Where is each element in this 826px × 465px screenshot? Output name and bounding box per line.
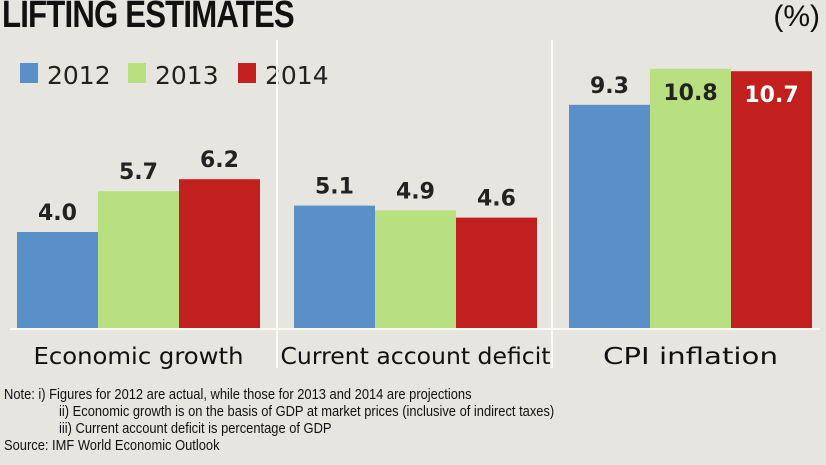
bar-2013-0 (98, 191, 179, 328)
bar-2014-1 (456, 217, 537, 328)
bar-2013-2 (650, 68, 731, 329)
note-2: ii) Economic growth is on the basis of G… (59, 403, 555, 420)
bar-chart: 2012 2013 2014 4.0 5.7 6.2 Economic growth 5.1 4… (10, 40, 820, 370)
value-label: 4.0 (38, 201, 77, 226)
bar-2014-2 (731, 71, 812, 328)
bar-2013-1 (375, 210, 456, 328)
legend-swatch-2014 (238, 63, 256, 83)
bar-2012-1 (294, 205, 375, 328)
bar-2012-2 (569, 104, 650, 328)
value-label: 4.9 (396, 179, 435, 204)
legend-swatch-2013 (128, 63, 146, 83)
category-label: Economic growth (34, 344, 244, 370)
bar-2012-0 (17, 232, 98, 328)
legend-swatch-2012 (20, 63, 38, 83)
value-label: 5.7 (119, 160, 158, 185)
value-label: 4.6 (477, 187, 516, 212)
category-label: Current account deficit (281, 344, 551, 370)
note-3: iii) Current account deficit is percenta… (59, 420, 332, 437)
category-label: CPI inflation (603, 344, 778, 370)
notes: Note: i) Figures for 2012 are actual, wh… (4, 386, 554, 454)
note-1: Note: i) Figures for 2012 are actual, wh… (4, 386, 472, 403)
bar-2014-0 (179, 179, 260, 328)
legend-label-2013: 2013 (155, 61, 219, 90)
legend-label-2014: 2014 (265, 61, 329, 90)
source: Source: IMF World Economic Outlook (4, 437, 220, 454)
unit-label: (%) (773, 0, 820, 33)
chart-title: LIFTING ESTIMATES (2, 0, 295, 36)
value-label: 10.8 (663, 81, 717, 106)
value-label: 5.1 (315, 175, 354, 200)
value-label: 6.2 (200, 148, 239, 173)
value-label: 9.3 (590, 74, 629, 99)
value-label: 10.7 (744, 83, 798, 108)
legend-label-2012: 2012 (47, 61, 111, 90)
